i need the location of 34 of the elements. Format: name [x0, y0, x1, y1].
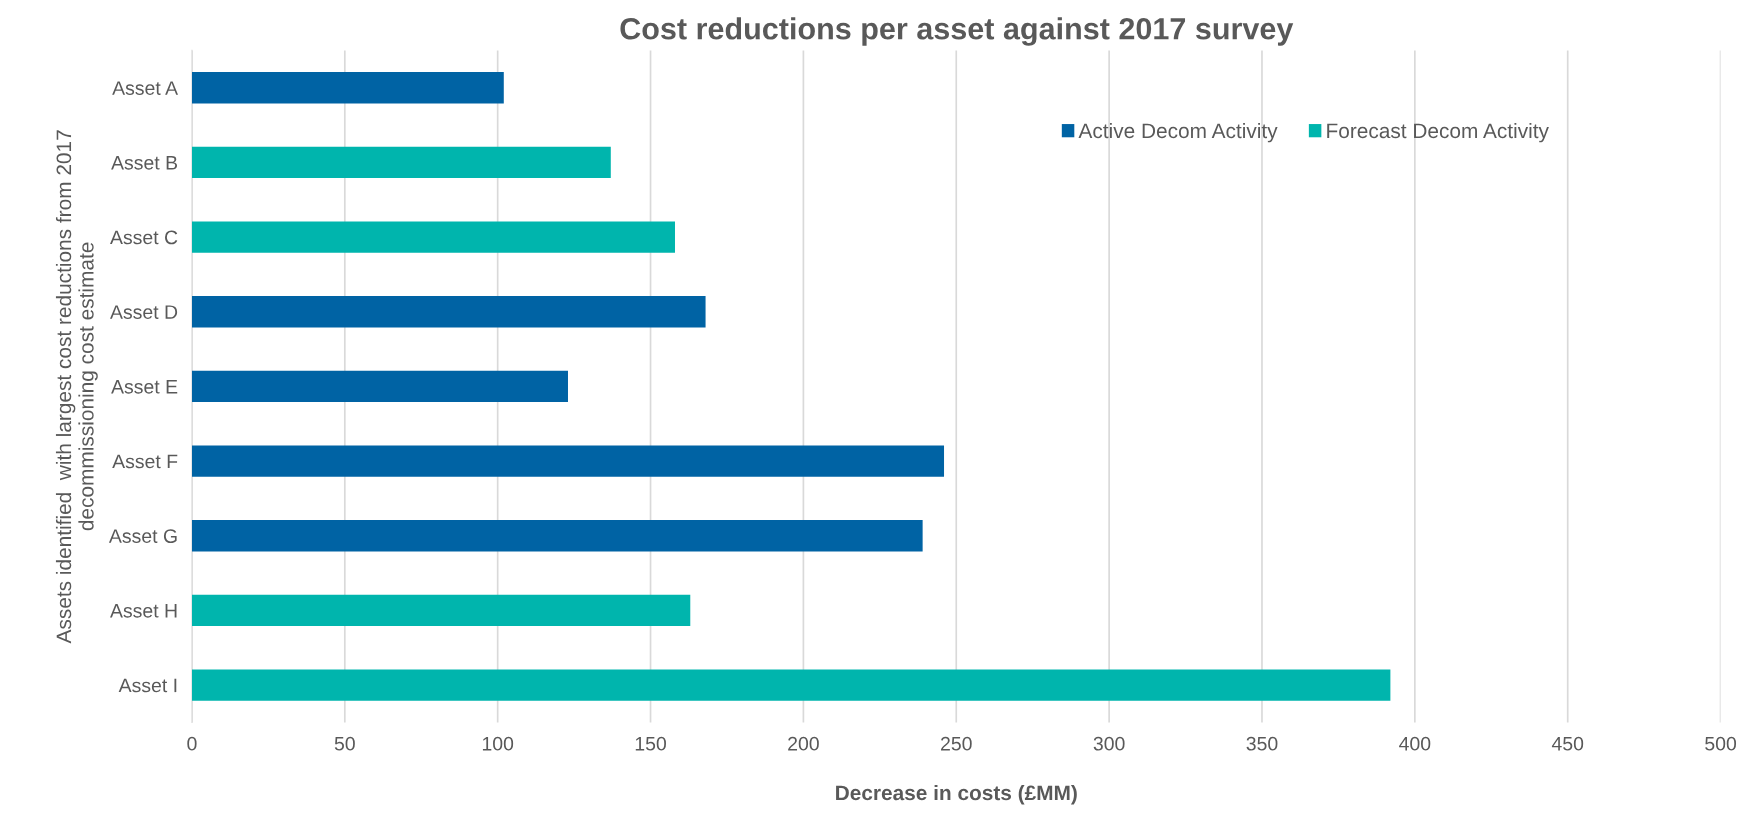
x-tick-label: 0	[187, 736, 197, 751]
bar	[191, 296, 706, 328]
chart-title: Cost reductions per asset against 2017 survey	[620, 17, 1294, 46]
x-tick-label: 250	[941, 736, 972, 751]
bar	[191, 72, 504, 104]
y-tick-label: Asset G	[108, 529, 177, 543]
x-axis-title: Decrease in costs (£MM)	[836, 784, 1077, 805]
legend-label: Active Decom Activity	[1078, 122, 1278, 143]
bar	[191, 520, 923, 552]
x-tick-label: 150	[635, 736, 666, 751]
x-tick-label: 300	[1093, 736, 1125, 751]
x-tick-label: 350	[1246, 736, 1278, 751]
bar	[191, 221, 675, 253]
x-tick-label: 200	[788, 736, 819, 751]
bar	[191, 146, 611, 179]
bar	[191, 370, 568, 403]
bar	[191, 594, 691, 627]
y-axis-title: Assets identified with largest cost reductions from 2017 decommissioning cost estimate	[55, 130, 98, 644]
x-tick-label: 450	[1551, 736, 1584, 751]
x-tick-label: 100	[482, 736, 514, 751]
y-tick-label: Asset D	[110, 305, 178, 319]
bar	[191, 445, 945, 477]
y-tick-label: Asset F	[112, 454, 178, 469]
y-tick-label: Asset H	[110, 604, 177, 618]
x-tick-label: 500	[1705, 736, 1737, 751]
x-tick-label: 400	[1399, 736, 1431, 751]
y-tick-label: Asset I	[118, 678, 177, 693]
y-tick-label: Asset B	[111, 156, 178, 170]
bar	[191, 669, 1391, 701]
legend-label: Forecast Decom Activity	[1327, 122, 1549, 143]
y-tick-label: Asset E	[111, 380, 178, 394]
y-tick-label: Asset A	[112, 81, 179, 95]
x-tick-label: 50	[334, 736, 355, 751]
y-tick-label: Asset C	[110, 230, 178, 245]
